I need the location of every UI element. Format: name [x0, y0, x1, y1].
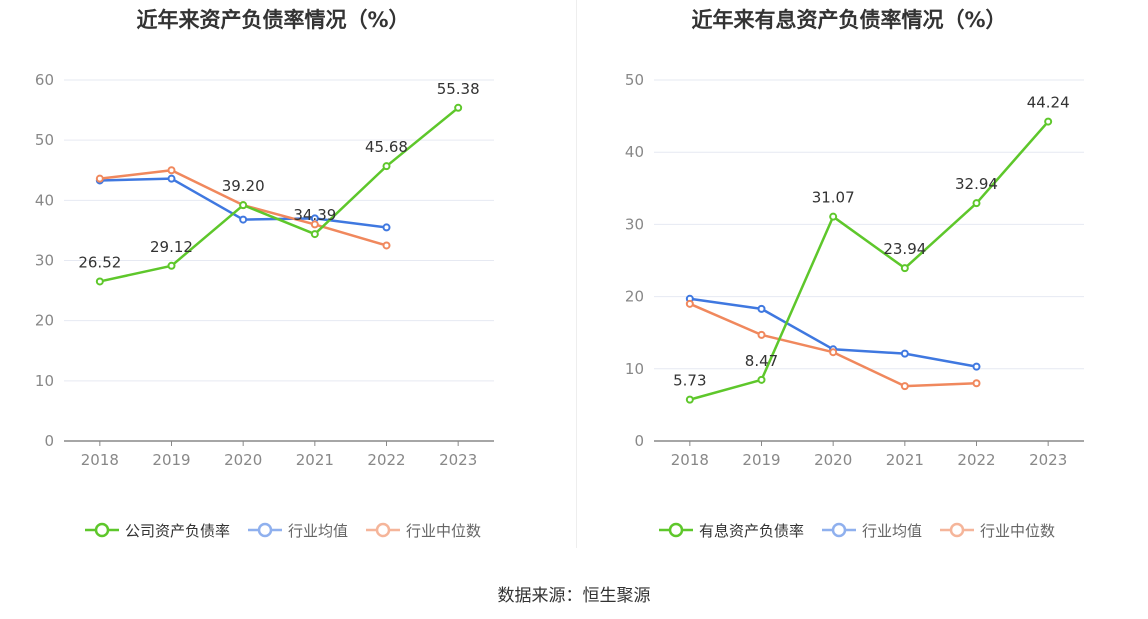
data-label: 44.24	[1027, 94, 1070, 112]
data-point	[900, 349, 909, 358]
y-tick-label: 50	[625, 71, 644, 89]
y-tick-label: 40	[625, 143, 644, 161]
data-label: 5.73	[673, 372, 706, 390]
y-tick-label: 60	[35, 71, 54, 89]
y-tick-label: 0	[44, 432, 54, 450]
x-tick-label: 2018	[671, 451, 709, 469]
right-chart-plot: 0 10 20 30 40 50 2018 2019 2020 2021 2022 2023 5.73 8…	[625, 71, 1084, 469]
panel-divider	[576, 0, 577, 548]
y-tick-label: 0	[634, 432, 644, 450]
x-tick-label: 2023	[1029, 451, 1067, 469]
legend-item-industry-mean[interactable]: 行业均值	[821, 518, 922, 542]
left-chart-panel: 近年来资产负债率情况（%） 0 10 20 30 40 50 60 2018 2019 2020 2…	[0, 0, 574, 560]
data-label: 32.94	[955, 175, 998, 193]
legend-green-line-icon	[84, 522, 119, 538]
x-tick-label: 2022	[367, 451, 405, 469]
series-line	[689, 302, 977, 388]
data-source-note: 数据来源：恒生聚源	[497, 586, 651, 606]
data-point	[685, 299, 694, 308]
data-point	[167, 174, 176, 183]
y-tick-label: 10	[35, 372, 54, 390]
x-tick-label: 2021	[886, 451, 924, 469]
legend-orange-line-icon	[366, 522, 400, 538]
right-chart-legend: 有息资产负债率 行业均值 行业中位数	[570, 518, 1144, 542]
x-tick-label: 2023	[439, 451, 477, 469]
data-point	[829, 212, 838, 221]
y-tick-label: 20	[35, 312, 54, 330]
data-point	[972, 199, 981, 208]
right-chart-title: 近年来有息资产负债率情况（%）	[691, 8, 1007, 32]
data-point	[310, 220, 319, 229]
legend-item-industry-mean[interactable]: 行业均值	[247, 518, 348, 542]
legend-green-line-icon	[658, 522, 693, 538]
data-point	[382, 162, 391, 171]
data-point	[972, 362, 981, 371]
y-tick-label: 50	[35, 131, 54, 149]
data-point	[900, 264, 909, 273]
x-tick-label: 2021	[296, 451, 334, 469]
data-point	[685, 395, 694, 404]
left-chart-title: 近年来资产负债率情况（%）	[136, 8, 410, 32]
legend-item-industry-median[interactable]: 行业中位数	[366, 518, 481, 542]
legend-label: 公司资产负债率	[124, 521, 230, 540]
data-point	[382, 223, 391, 232]
x-tick-label: 2022	[957, 451, 995, 469]
data-point	[239, 215, 248, 224]
legend-label: 行业均值	[861, 521, 922, 540]
data-point	[239, 201, 248, 210]
data-point	[900, 382, 909, 391]
legend-blue-line-icon	[247, 522, 282, 538]
data-point	[454, 103, 463, 112]
data-point	[167, 261, 176, 270]
x-tick-label: 2018	[81, 451, 119, 469]
data-label: 55.38	[437, 80, 480, 98]
data-label: 45.68	[365, 138, 408, 156]
y-tick-label: 30	[625, 215, 644, 233]
legend-label: 行业中位数	[406, 521, 482, 540]
y-tick-label: 10	[625, 360, 644, 378]
legend-item-company-debt-ratio[interactable]: 公司资产负债率	[84, 518, 230, 542]
data-point	[757, 330, 766, 339]
y-tick-label: 30	[35, 252, 54, 270]
data-point	[95, 174, 104, 183]
data-point	[167, 166, 176, 175]
data-point	[757, 375, 766, 384]
data-label: 39.20	[222, 177, 265, 195]
data-point	[310, 230, 319, 239]
legend-label: 行业中位数	[980, 521, 1056, 540]
data-point	[1044, 117, 1053, 126]
x-tick-label: 2020	[224, 451, 262, 469]
x-tick-label: 2019	[152, 451, 190, 469]
data-point	[757, 304, 766, 313]
data-point	[829, 348, 838, 357]
series-line	[689, 297, 977, 368]
series-line	[99, 106, 459, 283]
series-line	[689, 120, 1050, 401]
legend-item-industry-median[interactable]: 行业中位数	[940, 518, 1055, 542]
left-chart-legend: 公司资产负债率 行业均值 行业中位数	[0, 518, 570, 542]
data-label: 29.12	[150, 238, 193, 256]
legend-blue-line-icon	[821, 522, 856, 538]
right-chart-panel: 近年来有息资产负债率情况（%） 0 10 20 30 40 50 2018 2019 2020 2…	[574, 0, 1148, 560]
legend-label: 有息资产负债率	[698, 521, 804, 540]
legend-orange-line-icon	[940, 522, 974, 538]
data-label: 34.39	[293, 206, 336, 224]
data-label: 26.52	[78, 253, 121, 271]
data-label: 23.94	[883, 240, 926, 258]
data-label: 31.07	[812, 189, 855, 207]
legend-label: 行业均值	[287, 521, 348, 540]
left-chart-plot: 0 10 20 30 40 50 60 2018 2019 2020 2021 2022 2023 26.…	[35, 71, 494, 469]
y-tick-label: 40	[35, 191, 54, 209]
y-tick-label: 20	[625, 288, 644, 306]
data-label: 8.47	[745, 352, 778, 370]
x-tick-label: 2020	[814, 451, 852, 469]
data-point	[382, 241, 391, 250]
data-point	[972, 379, 981, 388]
data-point	[95, 277, 104, 286]
legend-item-interest-debt-ratio[interactable]: 有息资产负债率	[658, 518, 804, 542]
x-tick-label: 2019	[742, 451, 780, 469]
